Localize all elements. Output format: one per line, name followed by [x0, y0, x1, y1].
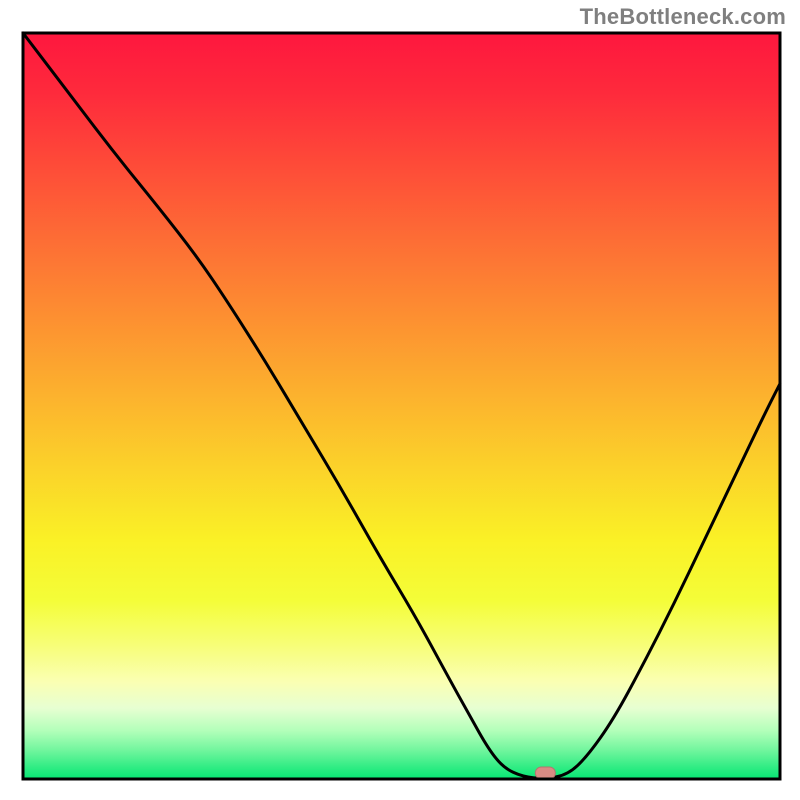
chart-wrapper: TheBottleneck.com: [0, 0, 800, 800]
gradient-background: [23, 33, 780, 779]
watermark-text: TheBottleneck.com: [580, 4, 786, 30]
optimum-marker: [535, 767, 555, 779]
bottleneck-chart: [0, 0, 800, 800]
